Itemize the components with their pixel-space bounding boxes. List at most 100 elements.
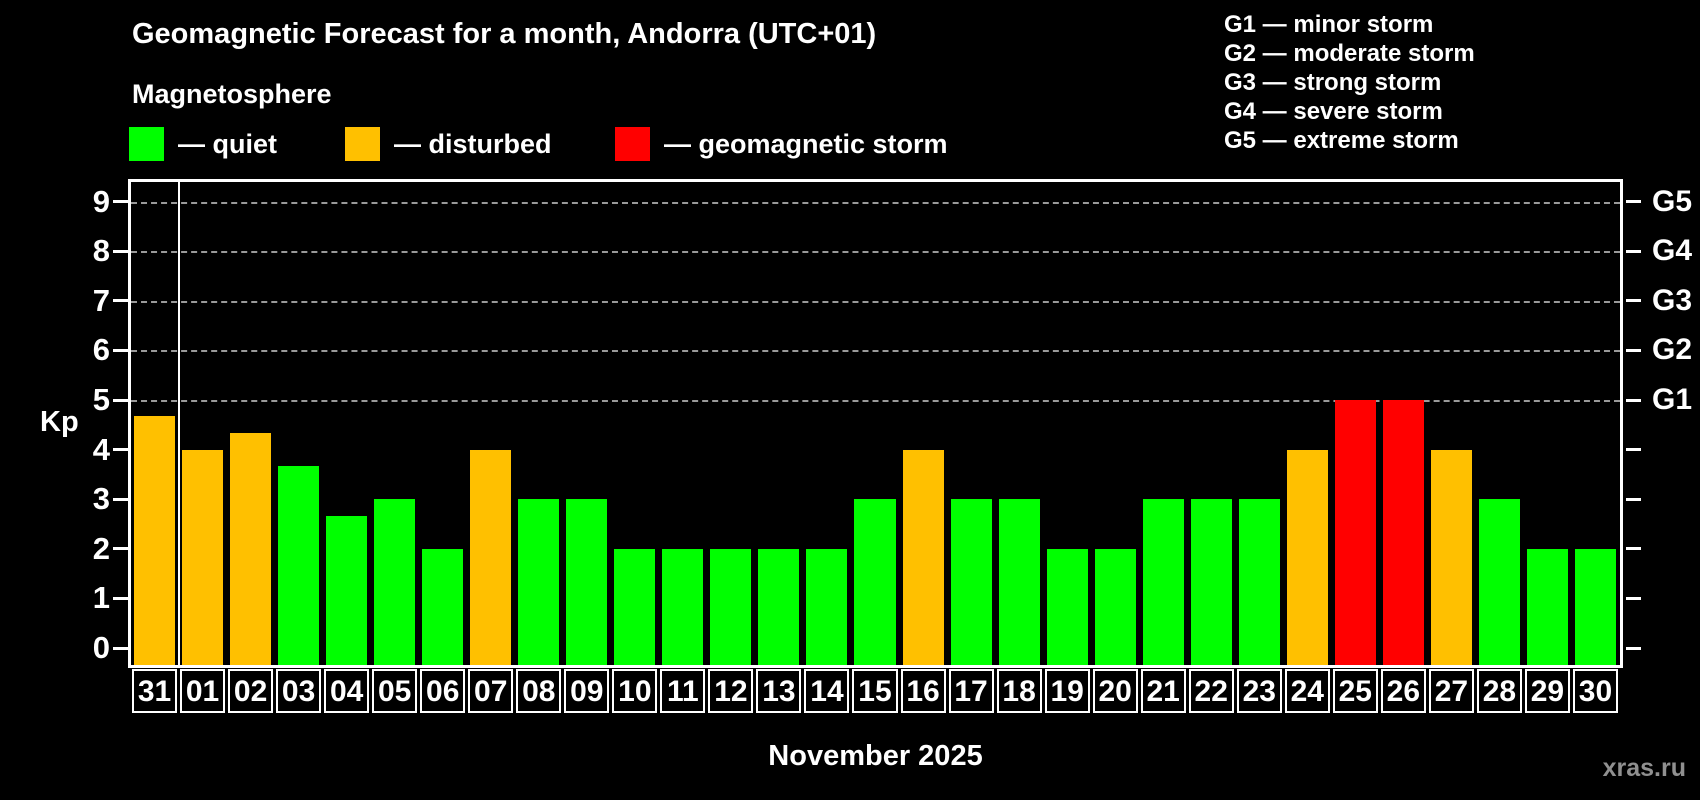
y-tick-label-2: 2 — [92, 530, 110, 566]
day-label-13: 13 — [756, 669, 802, 713]
y-tick-label-5: 5 — [92, 382, 110, 417]
kp-bar-day-10 — [614, 548, 656, 665]
y-tick-label-7: 7 — [92, 282, 110, 318]
kp-bar-day-28 — [1478, 499, 1520, 665]
legend-label-disturbed: — disturbed — [394, 128, 552, 159]
y-tick-label-1: 1 — [92, 580, 110, 616]
day-label-21: 21 — [1140, 669, 1186, 713]
day-label-27: 27 — [1428, 669, 1474, 713]
day-label-02: 02 — [228, 669, 274, 713]
day-label-01: 01 — [180, 669, 226, 713]
right-axis-label-g4: G4 — [1652, 234, 1693, 268]
kp-bar-day-17 — [950, 499, 992, 665]
kp-bar-day-03 — [278, 465, 320, 665]
y-tick-left-9 — [113, 200, 128, 204]
storm-color-swatch — [615, 127, 650, 161]
right-axis-label-g2: G2 — [1652, 333, 1693, 367]
day-label-29: 29 — [1524, 669, 1570, 713]
plot-area — [128, 179, 1623, 668]
y-tick-left-4 — [113, 448, 128, 452]
day-label-12: 12 — [708, 669, 754, 713]
y-tick-right-2 — [1626, 547, 1641, 551]
kp-bar-day-31 — [134, 416, 176, 665]
y-tick-right-8 — [1626, 249, 1641, 253]
y-tick-right-4 — [1626, 448, 1641, 452]
day-label-14: 14 — [804, 669, 850, 713]
watermark: xras.ru — [1602, 754, 1686, 782]
y-tick-left-0 — [113, 646, 128, 650]
day-label-30: 30 — [1572, 669, 1618, 713]
y-tick-left-2 — [113, 547, 128, 551]
day-label-26: 26 — [1380, 669, 1426, 713]
y-tick-left-6 — [113, 348, 128, 352]
kp-bar-day-12 — [710, 548, 752, 665]
y-tick-label-6: 6 — [92, 332, 110, 368]
gridline-kp5 — [131, 400, 1620, 402]
kp-bar-day-20 — [1094, 548, 1136, 665]
y-tick-left-5 — [113, 398, 128, 402]
day-label-16: 16 — [900, 669, 946, 713]
kp-bar-day-29 — [1526, 548, 1568, 665]
month-separator-line — [178, 182, 181, 665]
day-label-03: 03 — [276, 669, 322, 713]
day-label-19: 19 — [1044, 669, 1090, 713]
disturbed-color-swatch — [345, 127, 380, 161]
y-tick-left-7 — [113, 299, 128, 303]
quiet-color-swatch — [129, 127, 164, 161]
kp-bar-day-06 — [422, 548, 464, 665]
kp-bar-day-07 — [470, 449, 512, 665]
kp-bar-day-13 — [758, 548, 800, 665]
gridline-kp7 — [131, 300, 1620, 303]
day-label-24: 24 — [1284, 669, 1330, 713]
storm-scale-legend: G1 — minor storm G2 — moderate storm G3 … — [1224, 10, 1475, 155]
gridline-kp6 — [131, 350, 1620, 353]
day-label-10: 10 — [612, 669, 658, 713]
kp-bar-day-19 — [1046, 548, 1088, 665]
kp-bar-day-05 — [374, 499, 416, 665]
day-label-22: 22 — [1188, 669, 1234, 713]
right-axis-label-g1: G1 — [1652, 383, 1693, 416]
kp-bar-day-11 — [662, 548, 704, 665]
day-label-18: 18 — [996, 669, 1042, 713]
right-axis-label-g3: G3 — [1652, 283, 1693, 317]
day-label-20: 20 — [1092, 669, 1138, 713]
storm-scale-g5: G5 — extreme storm — [1224, 127, 1459, 154]
storm-scale-g2: G2 — moderate storm — [1224, 40, 1475, 67]
day-label-06: 06 — [420, 669, 466, 713]
day-label-23: 23 — [1236, 669, 1282, 713]
kp-bar-day-01 — [182, 449, 224, 665]
kp-bar-day-15 — [854, 499, 896, 665]
y-tick-label-9: 9 — [92, 183, 110, 219]
right-axis-label-g5: G5 — [1652, 184, 1693, 218]
day-label-11: 11 — [660, 669, 706, 713]
kp-bar-day-23 — [1238, 499, 1280, 665]
storm-scale-g1: G1 — minor storm — [1224, 11, 1434, 38]
gridline-kp9 — [131, 201, 1620, 204]
y-tick-right-6 — [1626, 348, 1641, 352]
kp-bar-day-21 — [1142, 499, 1184, 665]
kp-bar-day-16 — [902, 449, 944, 665]
y-tick-label-0: 0 — [92, 630, 110, 665]
day-label-08: 08 — [516, 669, 562, 713]
day-label-17: 17 — [948, 669, 994, 713]
kp-bar-day-24 — [1286, 449, 1328, 665]
day-label-07: 07 — [468, 669, 514, 713]
y-tick-label-3: 3 — [92, 481, 110, 517]
legend-label-quiet: — quiet — [178, 128, 277, 159]
y-tick-right-1 — [1626, 596, 1641, 600]
day-label-25: 25 — [1332, 669, 1378, 713]
kp-bar-day-27 — [1430, 449, 1472, 665]
storm-scale-g3: G3 — strong storm — [1224, 69, 1442, 96]
kp-bar-day-14 — [806, 548, 848, 665]
kp-bar-day-22 — [1190, 499, 1232, 665]
chart-subtitle: Magnetosphere — [132, 79, 332, 109]
kp-bar-day-26 — [1382, 400, 1424, 665]
kp-bar-day-02 — [230, 433, 272, 665]
legend-label-storm: — geomagnetic storm — [664, 128, 948, 159]
kp-bar-day-09 — [566, 499, 608, 665]
y-tick-label-4: 4 — [92, 431, 110, 467]
y-tick-right-5 — [1626, 398, 1641, 402]
day-label-04: 04 — [324, 669, 370, 713]
day-label-28: 28 — [1476, 669, 1522, 713]
